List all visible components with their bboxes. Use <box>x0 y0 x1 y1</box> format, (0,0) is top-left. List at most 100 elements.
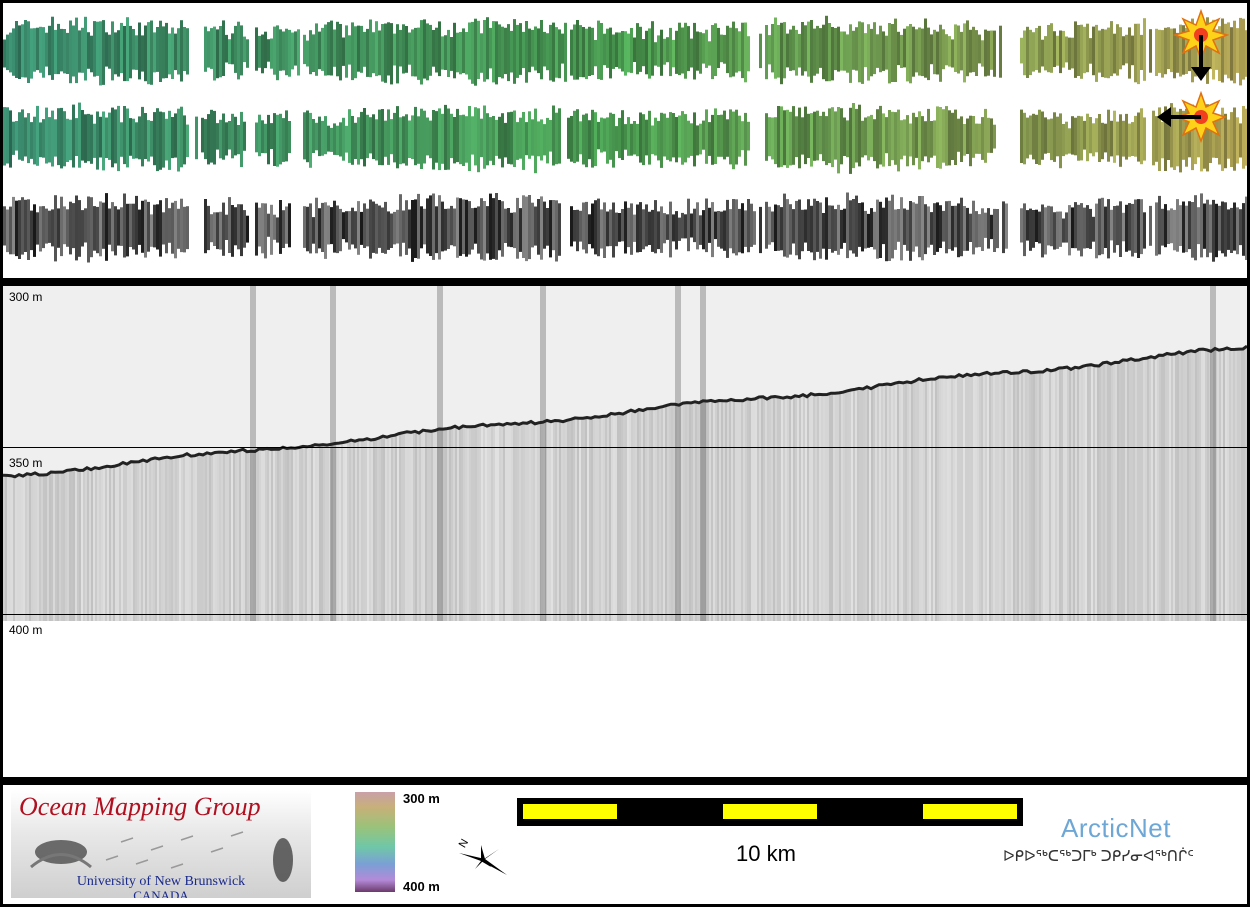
subbottom-texture <box>349 441 351 621</box>
strip-texture <box>153 204 156 248</box>
subbottom-texture <box>581 418 583 621</box>
subbottom-texture <box>575 419 577 621</box>
strip-texture <box>633 214 636 242</box>
subbottom-texture <box>69 471 71 621</box>
subbottom-texture <box>703 402 705 621</box>
strip-texture <box>621 209 624 242</box>
strip-texture <box>234 207 237 246</box>
strip-texture <box>969 29 972 73</box>
strip-texture <box>480 33 483 73</box>
strip-texture <box>156 27 159 72</box>
subbottom-texture <box>485 425 487 621</box>
subbottom-texture <box>957 375 959 621</box>
strip-texture <box>1071 207 1074 249</box>
strip-texture <box>441 113 444 164</box>
subbottom-texture <box>1005 372 1007 621</box>
strip-texture <box>588 26 591 76</box>
strip-texture <box>888 200 891 261</box>
strip-texture <box>501 201 504 257</box>
strip-texture <box>879 25 882 73</box>
strip-texture <box>39 26 42 73</box>
subbottom-texture <box>983 374 985 621</box>
strip-texture <box>651 21 654 76</box>
strip-texture <box>432 30 435 67</box>
subbottom-texture <box>171 457 173 621</box>
strip-texture <box>72 203 75 249</box>
subbottom-texture <box>497 424 499 621</box>
strip-texture <box>486 206 489 254</box>
strip-texture <box>1068 128 1071 154</box>
strip-texture <box>174 113 177 158</box>
subbottom-texture <box>737 399 739 621</box>
subbottom-texture <box>1227 348 1229 621</box>
subbottom-texture <box>783 397 785 621</box>
strip-texture <box>654 42 657 66</box>
strip-texture <box>213 110 216 165</box>
strip-texture <box>984 108 987 163</box>
strip-texture <box>921 28 924 77</box>
strip-texture <box>1020 208 1023 243</box>
strip-texture <box>1119 114 1122 167</box>
strip-texture <box>696 31 699 71</box>
strip-texture <box>606 28 609 68</box>
strip-texture <box>228 197 231 253</box>
subbottom-texture <box>281 448 283 621</box>
strip-texture <box>1113 110 1116 163</box>
strip-texture <box>693 22 696 80</box>
strip-texture <box>909 123 912 157</box>
subbottom-texture <box>925 379 927 621</box>
subbottom-texture <box>1161 355 1163 621</box>
strip-texture <box>1032 32 1035 72</box>
strip-texture <box>771 211 774 243</box>
strip-texture <box>270 38 273 69</box>
subbottom-texture <box>937 377 939 621</box>
strip-texture <box>1197 207 1200 245</box>
strip-texture <box>1167 27 1170 70</box>
subbottom-texture <box>211 452 213 621</box>
strip-texture <box>33 28 36 72</box>
strip-texture <box>1239 123 1242 158</box>
strip-texture <box>12 28 15 76</box>
strip-texture <box>522 195 525 258</box>
strip-texture <box>783 110 786 166</box>
strip-texture <box>825 116 828 166</box>
strip-texture <box>837 107 840 174</box>
strip-texture <box>243 36 246 63</box>
strip-texture <box>21 24 24 78</box>
strip-texture <box>855 108 858 163</box>
backscatter-strip-grey <box>3 192 1247 263</box>
subbottom-texture <box>863 388 865 621</box>
subbottom-texture <box>231 451 233 621</box>
subbottom-texture <box>809 395 811 621</box>
strip-texture <box>732 21 735 77</box>
strip-texture <box>63 206 66 245</box>
strip-texture <box>978 123 981 154</box>
strip-texture <box>396 24 399 84</box>
strip-texture <box>1110 21 1113 77</box>
subbottom-texture <box>935 378 937 621</box>
subbottom-texture <box>363 439 365 621</box>
strip-texture <box>1227 22 1230 79</box>
strip-texture <box>522 31 525 69</box>
strip-texture <box>93 206 96 251</box>
strip-texture <box>186 206 189 250</box>
strip-texture <box>603 118 606 152</box>
strip-texture <box>705 198 708 253</box>
subbottom-texture <box>35 474 37 621</box>
strip-texture <box>840 209 843 249</box>
strip-texture <box>912 112 915 166</box>
subbottom-texture <box>121 464 123 621</box>
strip-texture <box>162 212 165 245</box>
subbottom-texture <box>19 475 21 621</box>
subbottom-texture <box>311 446 313 621</box>
strip-texture <box>165 198 168 254</box>
strip-texture <box>465 32 468 75</box>
strip-texture <box>387 109 390 165</box>
strip-texture <box>156 108 159 172</box>
strip-texture <box>216 29 219 79</box>
subbottom-texture <box>671 405 673 621</box>
strip-texture <box>810 20 813 83</box>
subbottom-texture <box>1133 359 1135 621</box>
strip-texture <box>864 210 867 249</box>
strip-texture <box>414 199 417 258</box>
